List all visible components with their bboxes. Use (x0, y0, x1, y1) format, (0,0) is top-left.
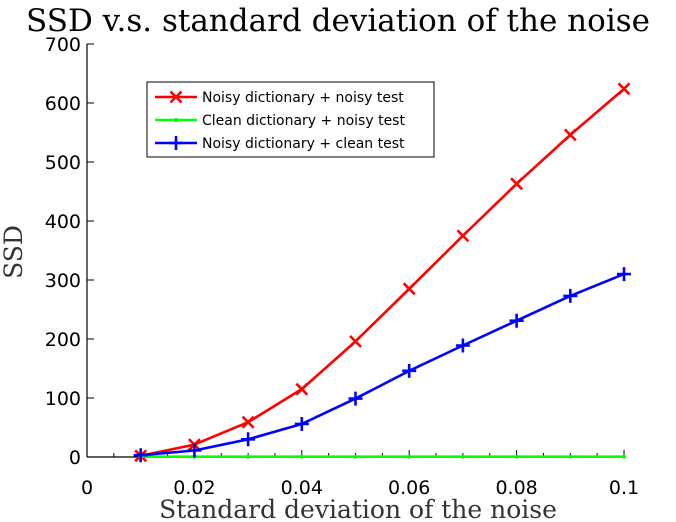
data-point (617, 82, 631, 96)
data-point (568, 454, 573, 459)
legend-item-2: Clean dictionary + noisy test (155, 113, 405, 129)
y-tick-label: 700 (45, 34, 81, 56)
data-point (241, 432, 256, 447)
data-point (514, 454, 519, 459)
series-group (133, 82, 631, 463)
series-3 (133, 267, 631, 463)
legend: Noisy dictionary + noisy test Clean dicti… (146, 81, 435, 158)
legend-item-1: Noisy dictionary + noisy test (155, 90, 404, 106)
y-tick-label: 500 (45, 152, 81, 174)
axes: 0 100 200 300 400 500 600 700 0 0.02 0.04 0.06 0.08 0… (45, 34, 639, 499)
legend-marker (169, 90, 183, 104)
data-point (294, 416, 309, 431)
legend-label: Noisy dictionary + clean test (202, 136, 405, 152)
legend-label: Noisy dictionary + noisy test (202, 90, 404, 106)
data-point (509, 313, 524, 328)
y-tick-label: 200 (45, 329, 81, 351)
x-tick-label: 0.1 (609, 477, 639, 499)
y-axis-label: SSD (0, 225, 28, 279)
legend-marker (169, 136, 183, 150)
x-tick-label: 0.02 (173, 477, 215, 499)
data-point (456, 229, 470, 243)
data-point (622, 454, 626, 459)
x-tick-label: 0.08 (495, 477, 537, 499)
data-point (402, 363, 417, 378)
x-axis-label: Standard deviation of the noise (159, 495, 557, 522)
data-point (510, 177, 524, 191)
data-point (187, 443, 202, 458)
data-point (241, 415, 255, 429)
series-line (140, 272, 625, 457)
data-point (563, 288, 578, 303)
data-point (353, 454, 358, 459)
y-tick-label: 600 (45, 93, 81, 115)
y-tick-label: 100 (45, 388, 81, 410)
y-tick-label: 300 (45, 270, 81, 292)
series-line (140, 87, 625, 458)
x-tick-label: 0 (81, 477, 93, 499)
legend-marker (174, 118, 178, 122)
series-1 (134, 82, 631, 463)
data-point (246, 454, 251, 459)
data-point (349, 334, 362, 348)
chart-title: SSD v.s. standard deviation of the noise (26, 3, 650, 39)
y-tick-label: 0 (69, 447, 81, 469)
legend-label: Clean dictionary + noisy test (202, 113, 405, 129)
data-point (402, 282, 416, 296)
x-tick-label: 0.04 (281, 477, 323, 499)
y-tick-label: 400 (45, 211, 81, 233)
data-point (563, 128, 577, 142)
data-point (295, 382, 309, 396)
data-point (617, 267, 631, 282)
data-point (407, 454, 412, 459)
data-point (455, 338, 470, 353)
legend-item-3: Noisy dictionary + clean test (155, 136, 405, 152)
data-point (348, 391, 363, 406)
x-tick-label: 0.06 (388, 477, 430, 499)
data-point (133, 448, 148, 463)
data-point (299, 454, 304, 459)
data-point (460, 454, 465, 459)
